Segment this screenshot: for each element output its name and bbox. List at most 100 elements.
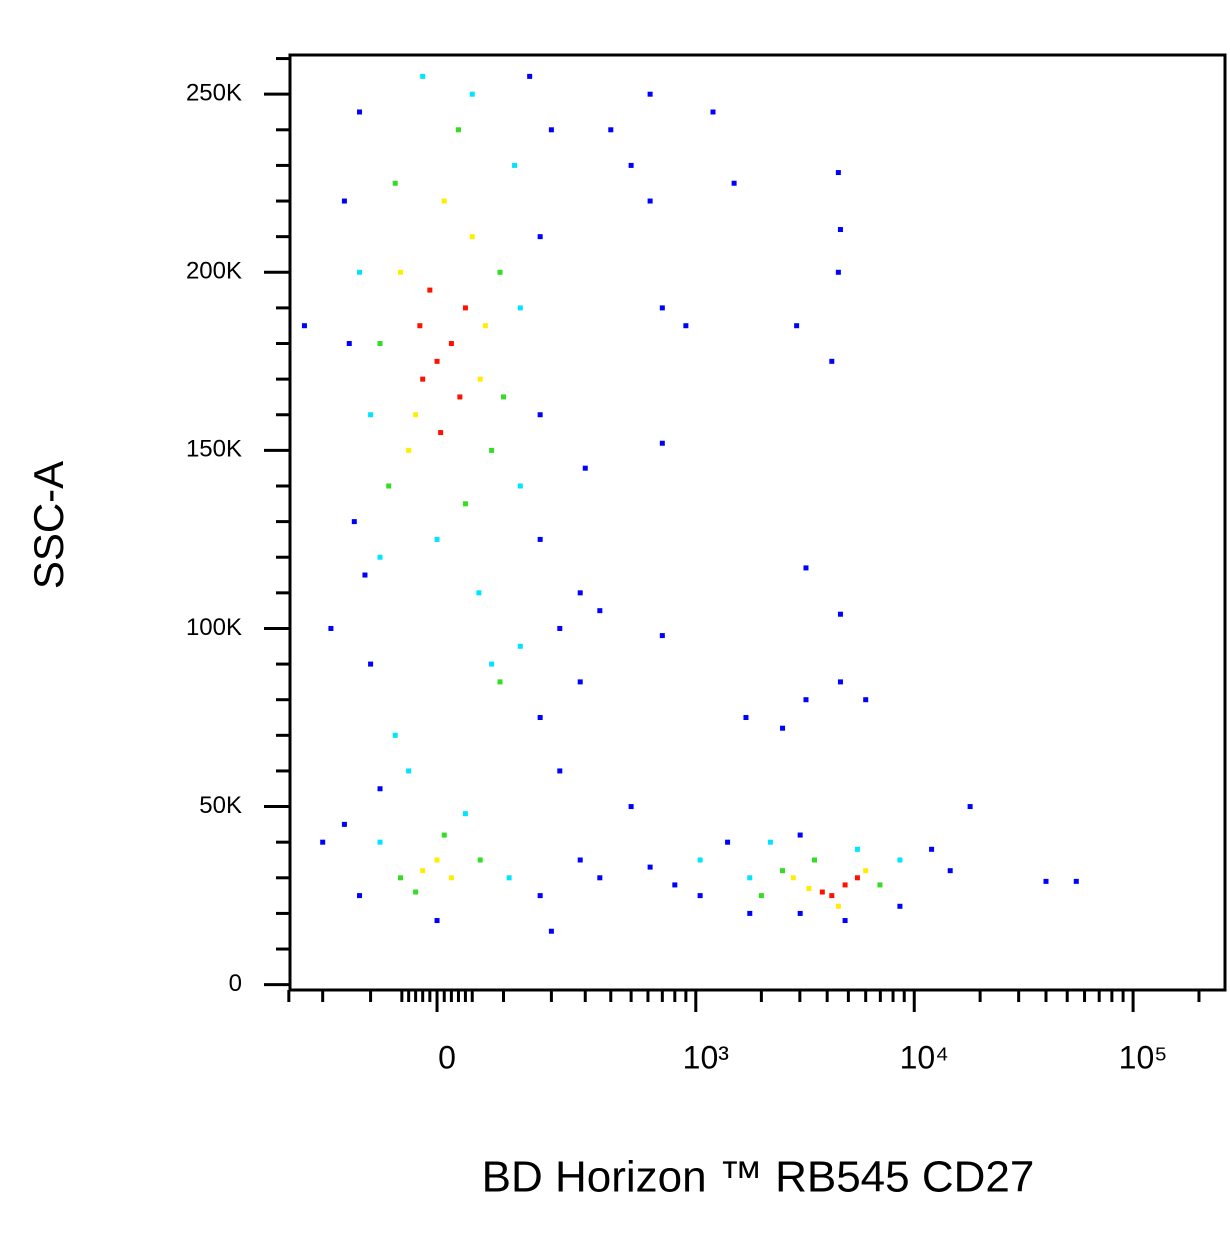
point <box>659 440 665 446</box>
point <box>476 590 482 596</box>
point <box>489 661 495 667</box>
x-tick-label: 10⁵ <box>1119 1039 1168 1075</box>
point <box>577 857 583 863</box>
point <box>647 91 653 97</box>
point <box>758 893 764 899</box>
point <box>517 643 523 649</box>
point <box>854 846 860 852</box>
y-axis-label: SSC-A <box>25 461 72 589</box>
point <box>368 412 374 418</box>
point <box>557 768 563 774</box>
point <box>811 857 817 863</box>
x-tick-label: 10³ <box>683 1039 730 1075</box>
point <box>357 269 363 275</box>
point <box>469 234 475 240</box>
y-tick-label: 50K <box>199 792 242 819</box>
point <box>806 885 812 891</box>
point <box>427 287 433 293</box>
point <box>413 889 419 895</box>
point <box>819 889 825 895</box>
point <box>398 269 404 275</box>
point <box>877 882 883 888</box>
point <box>377 839 383 845</box>
point <box>462 811 468 817</box>
y-tick-label: 0 <box>229 970 242 997</box>
point <box>803 697 809 703</box>
point <box>512 162 518 168</box>
point <box>659 305 665 311</box>
point <box>489 447 495 453</box>
point <box>469 91 475 97</box>
point <box>597 608 603 614</box>
point <box>548 928 554 934</box>
point <box>837 227 843 233</box>
point <box>377 341 383 347</box>
point <box>835 269 841 275</box>
point <box>500 394 506 400</box>
point <box>482 323 488 329</box>
point <box>747 910 753 916</box>
point <box>842 882 848 888</box>
point <box>320 839 326 845</box>
point <box>406 768 412 774</box>
point <box>517 305 523 311</box>
point <box>368 661 374 667</box>
point <box>457 394 463 400</box>
point <box>341 198 347 204</box>
point <box>434 358 440 364</box>
point <box>608 127 614 133</box>
point <box>647 864 653 870</box>
point <box>328 625 334 631</box>
point <box>577 590 583 596</box>
point <box>406 447 412 453</box>
point <box>434 536 440 542</box>
point <box>835 903 841 909</box>
point <box>448 875 454 881</box>
point <box>537 234 543 240</box>
point <box>537 715 543 721</box>
point <box>697 893 703 899</box>
point <box>377 786 383 792</box>
point <box>357 893 363 899</box>
point <box>362 572 368 578</box>
point <box>462 501 468 507</box>
point <box>506 875 512 881</box>
point <box>377 554 383 560</box>
point <box>790 875 796 881</box>
point <box>697 857 703 863</box>
point <box>548 127 554 133</box>
point <box>842 918 848 924</box>
point <box>420 73 426 79</box>
point <box>392 180 398 186</box>
point <box>897 857 903 863</box>
point <box>1043 878 1049 884</box>
x-tick-label: 10⁴ <box>900 1039 949 1075</box>
point <box>438 430 444 436</box>
point <box>462 305 468 311</box>
point <box>448 341 454 347</box>
point <box>947 868 953 874</box>
point <box>434 857 440 863</box>
point <box>557 625 563 631</box>
point <box>441 832 447 838</box>
point <box>341 821 347 827</box>
point <box>628 162 634 168</box>
y-tick-label: 150K <box>186 436 242 463</box>
point <box>837 679 843 685</box>
point <box>392 732 398 738</box>
point <box>837 611 843 617</box>
point <box>967 804 973 810</box>
point <box>477 376 483 382</box>
point <box>829 358 835 364</box>
point <box>537 893 543 899</box>
point <box>434 918 440 924</box>
point <box>797 910 803 916</box>
y-tick-label: 100K <box>186 614 242 641</box>
point <box>797 832 803 838</box>
point <box>863 697 869 703</box>
point <box>794 323 800 329</box>
point <box>1073 878 1079 884</box>
point <box>386 483 392 489</box>
point <box>659 633 665 639</box>
point <box>517 483 523 489</box>
